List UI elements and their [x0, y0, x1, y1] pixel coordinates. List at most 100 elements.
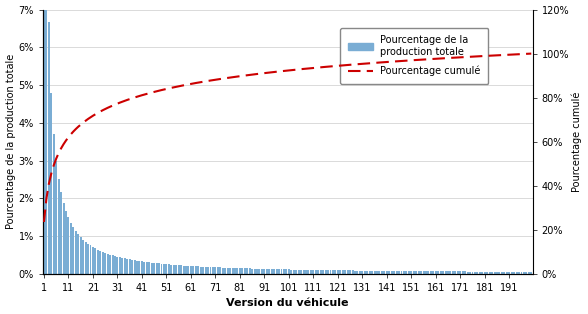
Bar: [329, 270, 332, 274]
Bar: [102, 252, 103, 274]
Bar: [432, 271, 435, 274]
Bar: [293, 269, 295, 274]
Bar: [97, 250, 99, 274]
Bar: [188, 266, 189, 274]
Bar: [506, 272, 508, 274]
Bar: [104, 253, 106, 274]
Bar: [129, 259, 131, 274]
Bar: [197, 266, 199, 274]
Bar: [467, 272, 469, 274]
Bar: [217, 267, 219, 274]
Bar: [435, 271, 437, 274]
Bar: [484, 272, 486, 274]
Bar: [171, 265, 172, 274]
Bar: [356, 271, 359, 274]
Bar: [479, 272, 481, 274]
Bar: [364, 271, 366, 274]
Bar: [405, 271, 407, 274]
Bar: [175, 265, 177, 274]
Bar: [263, 269, 265, 274]
Bar: [528, 272, 530, 274]
Y-axis label: Pourcentage cumulé: Pourcentage cumulé: [572, 91, 583, 192]
Bar: [146, 262, 148, 274]
Bar: [239, 268, 241, 274]
Bar: [87, 244, 89, 274]
Bar: [452, 271, 454, 274]
Bar: [312, 270, 315, 274]
Bar: [124, 258, 126, 274]
Bar: [75, 231, 77, 274]
Bar: [337, 270, 339, 274]
Bar: [474, 272, 476, 274]
Bar: [459, 272, 461, 274]
Bar: [388, 271, 390, 274]
Bar: [437, 271, 439, 274]
Bar: [92, 247, 94, 274]
Bar: [526, 272, 527, 274]
Bar: [116, 257, 118, 274]
Bar: [234, 268, 236, 274]
Bar: [523, 272, 525, 274]
Bar: [413, 271, 415, 274]
Bar: [298, 270, 300, 274]
Bar: [447, 271, 449, 274]
Bar: [131, 260, 133, 274]
Legend: Pourcentage de la
production totale, Pourcentage cumulé: Pourcentage de la production totale, Pou…: [340, 28, 489, 84]
Bar: [178, 265, 179, 274]
Bar: [318, 270, 319, 274]
Bar: [423, 271, 425, 274]
Bar: [168, 264, 170, 274]
Bar: [288, 269, 290, 274]
Bar: [156, 263, 158, 274]
Bar: [300, 270, 302, 274]
Bar: [322, 270, 324, 274]
Bar: [308, 270, 309, 274]
Bar: [244, 268, 246, 274]
Bar: [256, 269, 258, 274]
Bar: [121, 258, 123, 274]
Bar: [362, 271, 363, 274]
Bar: [209, 267, 212, 274]
Bar: [136, 261, 138, 274]
Bar: [417, 271, 420, 274]
Bar: [163, 264, 165, 274]
Bar: [449, 271, 452, 274]
Bar: [511, 272, 513, 274]
Bar: [68, 217, 69, 274]
Bar: [499, 272, 500, 274]
Bar: [106, 254, 109, 274]
Bar: [158, 263, 160, 274]
Bar: [85, 242, 86, 274]
Bar: [224, 268, 226, 274]
Bar: [347, 270, 349, 274]
Bar: [249, 268, 250, 274]
Bar: [457, 271, 459, 274]
Bar: [278, 269, 280, 274]
Bar: [455, 271, 456, 274]
Bar: [77, 234, 79, 274]
Bar: [283, 269, 285, 274]
Bar: [427, 271, 429, 274]
Bar: [89, 246, 92, 274]
Bar: [82, 240, 84, 274]
Bar: [344, 270, 346, 274]
Bar: [339, 270, 341, 274]
Bar: [143, 262, 145, 274]
Bar: [232, 268, 233, 274]
Bar: [371, 271, 373, 274]
Bar: [373, 271, 376, 274]
Bar: [489, 272, 490, 274]
Bar: [70, 223, 72, 274]
Bar: [501, 272, 503, 274]
Bar: [259, 269, 260, 274]
Bar: [190, 266, 192, 274]
Bar: [332, 270, 334, 274]
Bar: [151, 263, 153, 274]
Bar: [229, 268, 231, 274]
Bar: [273, 269, 275, 274]
Bar: [518, 272, 520, 274]
Bar: [440, 271, 442, 274]
Bar: [219, 268, 221, 274]
Bar: [165, 264, 168, 274]
Bar: [207, 267, 209, 274]
